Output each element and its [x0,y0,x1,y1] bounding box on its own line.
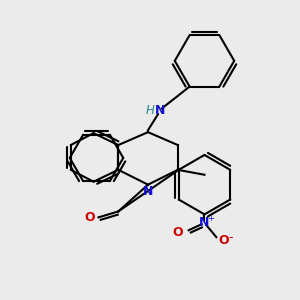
Text: N: N [143,185,153,198]
Text: H: H [146,104,154,117]
Text: O: O [218,234,229,247]
Text: -: - [228,231,232,244]
Text: N: N [199,216,210,229]
Text: N: N [155,104,165,117]
Text: O: O [172,226,183,239]
Text: O: O [84,211,95,224]
Text: +: + [207,214,214,223]
